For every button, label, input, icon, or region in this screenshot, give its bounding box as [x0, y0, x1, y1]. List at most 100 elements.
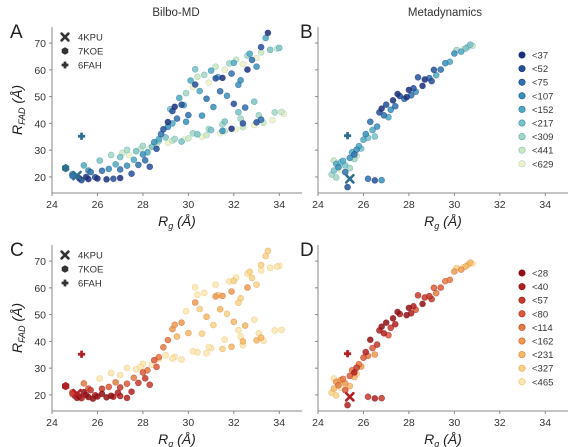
data-point	[210, 103, 217, 111]
data-point	[462, 263, 470, 270]
data-point	[103, 176, 110, 183]
data-point	[178, 319, 185, 326]
color-legend-label: <152	[532, 105, 553, 116]
data-point	[171, 321, 179, 329]
data-point	[89, 395, 97, 402]
data-point	[253, 281, 260, 288]
data-point	[419, 82, 426, 90]
x-tick-label: 24	[46, 199, 58, 211]
data-point	[216, 305, 224, 313]
color-legend-label: <40	[532, 282, 548, 293]
data-point	[105, 383, 113, 391]
data-point	[162, 352, 169, 359]
data-point	[253, 119, 260, 126]
data-points	[69, 247, 285, 402]
data-point	[114, 389, 122, 397]
data-point	[203, 313, 210, 321]
data-point	[87, 386, 94, 394]
x-tick-label: 28	[137, 417, 149, 429]
data-point	[182, 307, 190, 315]
color-legend-label: <217	[532, 119, 553, 130]
panel-letter: D	[300, 240, 314, 261]
data-point	[253, 63, 260, 70]
data-point	[207, 67, 215, 74]
data-point	[141, 375, 149, 382]
column-title-left: Bilbo-MD	[152, 7, 199, 19]
data-point	[405, 86, 413, 94]
color-legend-label: <28	[532, 269, 548, 280]
data-point	[235, 299, 242, 307]
y-tick-label: 40	[34, 336, 46, 348]
data-point	[262, 252, 269, 260]
data-point	[344, 401, 351, 409]
panel-c: C 24 26 28 30 32 34 20 30 40 50 60 70 Rg (Å) RFAD (Å) 4…	[9, 240, 302, 447]
data-point	[239, 60, 247, 68]
data-point	[212, 75, 219, 82]
data-point	[132, 147, 140, 155]
data-point	[212, 281, 219, 288]
data-point	[212, 63, 219, 70]
data-point	[228, 125, 235, 133]
data-point	[203, 95, 210, 103]
data-point	[403, 311, 410, 319]
data-point	[123, 146, 131, 154]
data-point	[235, 326, 242, 334]
data-point	[457, 266, 465, 273]
data-point	[266, 264, 274, 272]
data-point	[369, 126, 376, 134]
data-point	[405, 304, 413, 312]
data-point	[228, 343, 235, 351]
y-tick-label: 30	[34, 145, 46, 157]
data-point	[107, 369, 115, 377]
color-legend-swatch	[518, 269, 526, 277]
data-point	[335, 164, 342, 171]
color-legend-label: <37	[532, 51, 548, 62]
y-tick-label: 70	[34, 256, 46, 268]
data-point	[216, 87, 224, 95]
legend-6fah-marker	[61, 61, 69, 69]
data-point	[371, 351, 379, 358]
data-point	[364, 393, 372, 401]
data-point	[244, 66, 251, 73]
panel-b: B 24 26 28 30 32 34 Rg (Å) <37 <52 <75 <107 <152 <217…	[300, 22, 568, 231]
data-point	[105, 165, 113, 173]
data-point	[173, 115, 181, 122]
data-point	[257, 334, 265, 341]
data-point	[230, 277, 238, 285]
y-axis-label: RFAD (Å)	[9, 303, 27, 353]
data-point	[351, 369, 358, 376]
legend-6fah-marker	[61, 279, 69, 287]
data-point	[389, 315, 397, 322]
data-point	[223, 92, 231, 100]
data-point	[235, 81, 242, 89]
x-axis-label: Rg (Å)	[424, 431, 462, 447]
data-point	[80, 388, 88, 396]
data-point	[457, 48, 465, 55]
data-point	[239, 120, 247, 127]
data-point	[330, 385, 338, 392]
color-legend-swatch	[518, 364, 526, 372]
color-legend-label: <231	[532, 350, 553, 361]
data-point	[428, 77, 435, 85]
legend-6fah-label: 6FAH	[78, 279, 102, 290]
data-point	[389, 97, 397, 104]
data-point	[164, 118, 172, 126]
data-point	[82, 173, 90, 181]
data-point	[362, 130, 370, 138]
data-point	[451, 50, 458, 57]
color-legend-swatch	[518, 337, 526, 345]
data-point	[221, 118, 229, 125]
data-point	[123, 380, 131, 387]
color-legend-swatch	[518, 133, 526, 141]
data-point	[98, 390, 106, 398]
data-point	[139, 369, 147, 376]
x-tick-label: 30	[449, 417, 461, 429]
data-point	[244, 284, 251, 291]
color-legend-label: <441	[532, 146, 553, 157]
color-legend-swatch	[518, 119, 526, 127]
data-point	[264, 29, 272, 37]
data-point	[403, 93, 410, 101]
data-point	[466, 259, 474, 266]
data-point	[112, 161, 119, 168]
data-point	[239, 338, 247, 345]
